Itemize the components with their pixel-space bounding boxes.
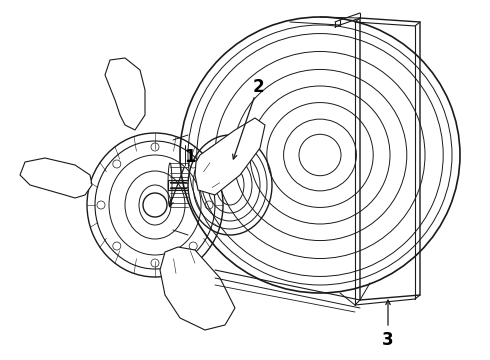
- Text: 2: 2: [252, 78, 264, 96]
- Text: 3: 3: [382, 331, 394, 349]
- Polygon shape: [160, 247, 235, 330]
- Text: 1: 1: [184, 148, 196, 166]
- Polygon shape: [20, 158, 92, 198]
- Polygon shape: [360, 18, 420, 300]
- Polygon shape: [195, 118, 265, 195]
- Polygon shape: [105, 58, 145, 130]
